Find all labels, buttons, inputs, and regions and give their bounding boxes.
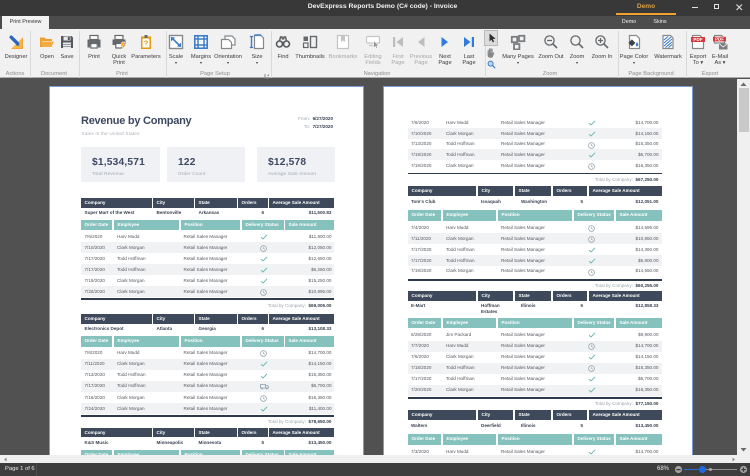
svg-text:PDF: PDF <box>693 37 702 42</box>
svg-text:?: ? <box>144 38 149 47</box>
svg-text:PDF: PDF <box>715 36 724 41</box>
